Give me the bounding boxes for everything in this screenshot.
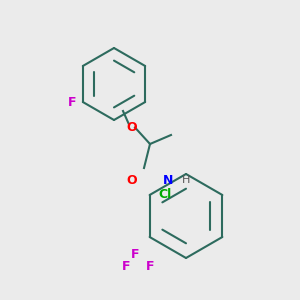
Text: F: F: [68, 95, 76, 109]
Text: F: F: [146, 260, 154, 274]
Text: Cl: Cl: [158, 188, 171, 202]
Text: F: F: [122, 260, 130, 274]
Text: F: F: [130, 248, 139, 262]
Text: O: O: [127, 121, 137, 134]
Text: H: H: [182, 175, 190, 185]
Text: N: N: [163, 173, 173, 187]
Text: O: O: [127, 173, 137, 187]
